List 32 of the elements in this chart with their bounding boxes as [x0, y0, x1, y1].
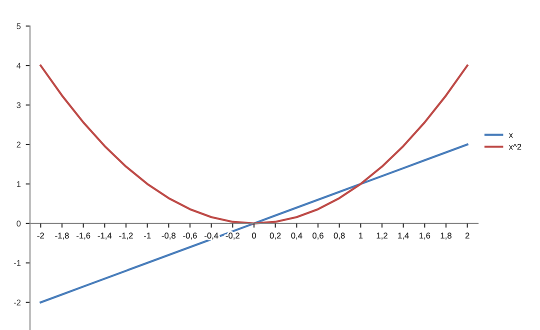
x-tick-label: -0,6 [183, 232, 197, 240]
x-tick-label: -1,2 [119, 232, 133, 240]
x-tick-label: -0,4 [204, 232, 218, 240]
y-tick-label: -2 [14, 300, 21, 306]
legend-label: x [508, 133, 513, 138]
x-tick-label: 1,4 [398, 232, 409, 240]
y-tick-label: -1 [14, 260, 21, 266]
y-tick-label: 2 [16, 142, 21, 148]
x-tick-label: 0,2 [270, 232, 281, 240]
x-tick-label: 1,8 [440, 232, 452, 240]
x-tick-label: -1,8 [55, 232, 69, 240]
legend-label: x^2 [508, 144, 522, 150]
x-tick-label: -2 [37, 232, 44, 238]
x-tick-label: 0 [252, 232, 256, 239]
x-tick-label: 1 [358, 232, 363, 238]
x-tick-label: -0,8 [162, 232, 176, 240]
x-tick-label: 1,2 [376, 232, 388, 240]
y-tick-label: 0 [16, 220, 21, 227]
line-series [40, 64, 468, 224]
x-tick-label: 0,8 [334, 232, 345, 240]
x-tick-label: 0,6 [312, 232, 324, 240]
x-tick-label: -1,4 [98, 232, 112, 240]
y-tick-label: 4 [16, 62, 21, 69]
y-tick-label: 1 [16, 181, 21, 187]
x-tick-label: 0,4 [291, 232, 302, 240]
x-tick-label: -1,6 [76, 232, 90, 240]
x-tick-label: 1,6 [420, 232, 430, 240]
x-tick-label: -0,2 [226, 232, 240, 240]
y-tick-label: 3 [16, 102, 21, 108]
y-tick-label: 5 [16, 23, 21, 30]
x-tick-label: -1 [144, 232, 151, 238]
x-tick-label: 2 [465, 232, 470, 238]
